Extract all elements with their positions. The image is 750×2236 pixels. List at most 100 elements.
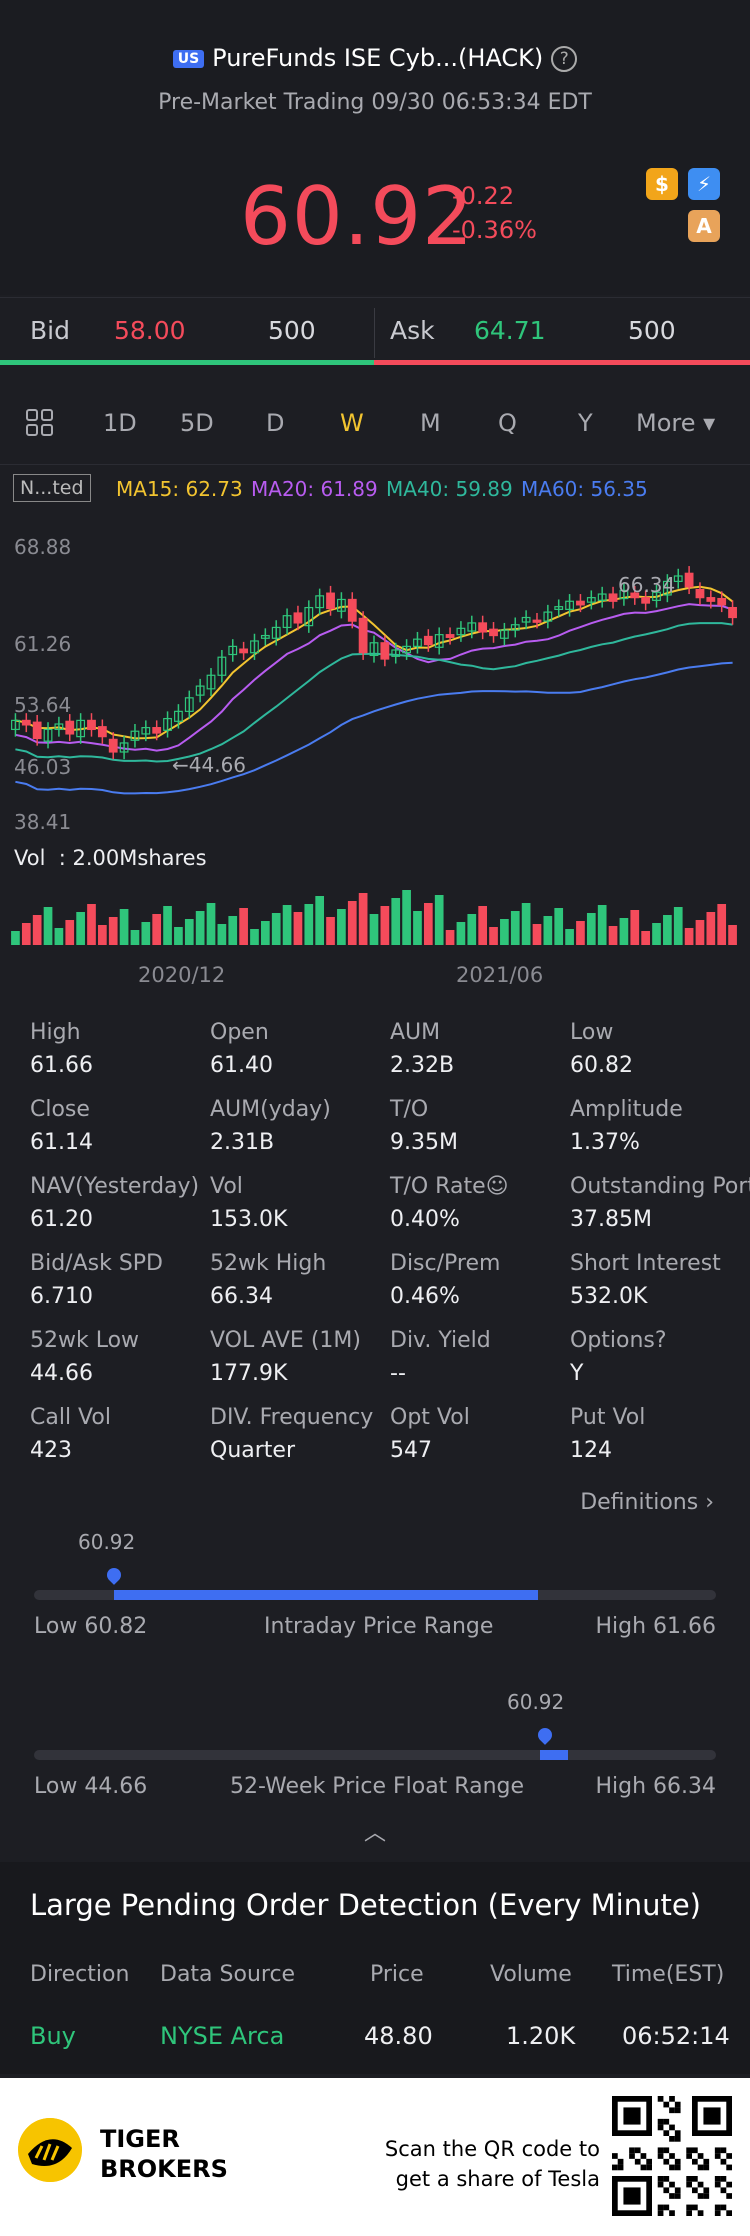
stat-label: Div. Yield bbox=[390, 1328, 491, 1353]
volume-bar bbox=[304, 904, 314, 945]
stat-label: High bbox=[30, 1020, 81, 1045]
tab-5d[interactable]: 5D bbox=[180, 409, 214, 437]
y-tick: 68.88 bbox=[14, 535, 71, 559]
col-price: Price bbox=[370, 1962, 424, 1987]
candle-body bbox=[271, 626, 281, 639]
volume-bar bbox=[87, 904, 96, 945]
candle-body bbox=[108, 738, 118, 753]
volume-bar bbox=[337, 909, 346, 945]
collapse-chevron-icon[interactable]: ︿ bbox=[363, 1821, 387, 1846]
candle-body bbox=[456, 627, 466, 636]
stat-value: 2.32B bbox=[390, 1053, 455, 1078]
tab-y[interactable]: Y bbox=[578, 409, 593, 437]
volume-bar bbox=[586, 913, 596, 945]
low-marker-text: ←44.66 bbox=[172, 753, 246, 777]
volume-bar bbox=[369, 914, 379, 945]
stat-cell: Low 60.82 bbox=[570, 1020, 633, 1078]
adjustment-toggle[interactable]: N...ted bbox=[13, 474, 91, 502]
tab-1d[interactable]: 1D bbox=[103, 409, 137, 437]
candle-body bbox=[489, 628, 498, 637]
ma-line bbox=[15, 661, 733, 795]
volume-bar bbox=[402, 890, 411, 945]
volume-bar bbox=[293, 912, 303, 945]
candle-body bbox=[293, 612, 303, 624]
volume-bar bbox=[597, 905, 607, 945]
large-order-panel: Large Pending Order Detection (Every Min… bbox=[0, 1862, 750, 2074]
candle-body bbox=[597, 593, 607, 601]
stat-cell: Div. Yield -- bbox=[390, 1328, 491, 1386]
stat-label: Put Vol bbox=[570, 1405, 646, 1430]
candle-body bbox=[65, 720, 75, 735]
volume-bar bbox=[434, 895, 444, 945]
order-direction: Buy bbox=[30, 2022, 76, 2050]
stat-cell: T/O 9.35M bbox=[390, 1097, 458, 1155]
layout-grid-icon[interactable] bbox=[24, 407, 56, 439]
candle-body bbox=[684, 572, 694, 588]
volume-bar bbox=[250, 929, 259, 945]
tab-q[interactable]: Q bbox=[498, 409, 517, 437]
volume-bar bbox=[206, 903, 216, 945]
candle-body bbox=[413, 638, 422, 647]
stat-cell: Call Vol 423 bbox=[30, 1405, 111, 1463]
tab-w[interactable]: W bbox=[340, 409, 364, 437]
candle-body bbox=[21, 719, 31, 726]
volume-bar bbox=[706, 912, 716, 945]
stat-cell: AUM 2.32B bbox=[390, 1020, 454, 1078]
bid-ask-bar: Bid 58.00 500 Ask 64.71 500 bbox=[0, 297, 750, 365]
candle-body bbox=[434, 634, 444, 648]
large-order-title: Large Pending Order Detection (Every Min… bbox=[30, 1888, 701, 1922]
y-tick: 46.03 bbox=[14, 755, 71, 779]
price-change-pct: -0.36% bbox=[452, 216, 537, 244]
definitions-link[interactable]: Definitions › bbox=[580, 1490, 714, 1515]
week52-high: High 66.34 bbox=[595, 1774, 716, 1799]
tab-more[interactable]: More ▾ bbox=[636, 409, 716, 437]
stat-label: Amplitude bbox=[570, 1097, 683, 1122]
candle-body bbox=[130, 730, 140, 741]
candle-body bbox=[706, 597, 716, 602]
candle-body bbox=[326, 592, 335, 610]
volume-bar bbox=[152, 914, 162, 945]
y-tick: 53.64 bbox=[14, 693, 71, 717]
education-icon[interactable]: A bbox=[688, 210, 720, 242]
stat-label: Vol bbox=[210, 1174, 243, 1199]
week52-label: 52-Week Price Float Range bbox=[230, 1774, 525, 1799]
price-chart[interactable]: 68.88 61.26 53.64 46.03 38.41 66.34 ←44.… bbox=[0, 520, 750, 1000]
stat-value: 547 bbox=[390, 1438, 432, 1463]
volume-bar bbox=[184, 919, 194, 945]
order-volume: 1.20K bbox=[506, 2022, 576, 2050]
volume-bar bbox=[228, 916, 238, 945]
qr-code[interactable] bbox=[612, 2096, 732, 2216]
tab-m[interactable]: M bbox=[420, 409, 441, 437]
volume-bar bbox=[358, 893, 368, 945]
ask-size: 500 bbox=[628, 316, 676, 345]
price-change: -0.22 bbox=[452, 182, 515, 210]
candle-body bbox=[54, 723, 64, 731]
intraday-marker bbox=[104, 1565, 124, 1585]
volume-bar bbox=[413, 911, 422, 945]
candle-body bbox=[250, 640, 259, 654]
dollar-icon[interactable]: $ bbox=[646, 168, 678, 200]
col-volume: Volume bbox=[490, 1962, 572, 1987]
candle-body bbox=[184, 697, 194, 712]
stat-cell: Close 61.14 bbox=[30, 1097, 93, 1155]
candle-body bbox=[347, 598, 357, 622]
week52-fill bbox=[540, 1750, 568, 1760]
candle-body bbox=[32, 721, 42, 740]
candle-body bbox=[119, 742, 129, 753]
volume-bar bbox=[673, 907, 683, 945]
candle-body bbox=[619, 589, 629, 600]
stat-value: 9.35M bbox=[390, 1130, 458, 1155]
tab-d[interactable]: D bbox=[266, 409, 285, 437]
flash-icon[interactable]: ⚡ bbox=[688, 168, 720, 200]
volume-bar bbox=[54, 928, 64, 945]
candle-body bbox=[304, 606, 314, 627]
stat-value: -- bbox=[390, 1361, 406, 1386]
security-title: PureFunds ISE Cyb...(HACK) bbox=[212, 44, 544, 72]
candle-body bbox=[717, 597, 727, 606]
brand-name: TIGER BROKERS bbox=[100, 2125, 228, 2183]
help-icon[interactable]: ? bbox=[551, 46, 578, 72]
volume-bar bbox=[445, 930, 455, 945]
stat-value: 61.20 bbox=[30, 1207, 93, 1232]
stat-cell: High 61.66 bbox=[30, 1020, 93, 1078]
candle-body bbox=[97, 726, 107, 738]
